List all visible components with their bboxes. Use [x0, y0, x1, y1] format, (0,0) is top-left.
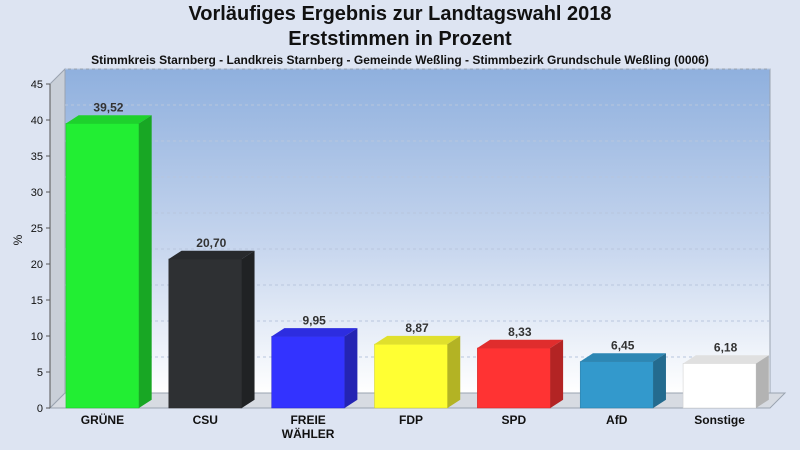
x-tick-label: CSU — [193, 413, 218, 427]
bar-0 — [65, 115, 152, 409]
x-tick-label: FDP — [399, 413, 423, 427]
y-tick-label: 20 — [31, 259, 43, 271]
bar-front — [65, 123, 140, 409]
chart-title: Vorläufiges Ergebnis zur Landtagswahl 20… — [188, 3, 612, 25]
bar-top — [683, 355, 769, 364]
bar-top — [580, 353, 666, 362]
y-tick-label: 10 — [31, 331, 43, 343]
bar-side — [138, 115, 152, 409]
bar-front — [477, 347, 551, 409]
x-tick-label: AfD — [606, 413, 628, 427]
bar-value-label: 20,70 — [196, 236, 226, 250]
y-tick-label: 30 — [31, 187, 43, 199]
y-tick-label: 40 — [31, 115, 43, 127]
bar-top — [168, 250, 255, 259]
bar-front — [168, 258, 243, 409]
bar-side — [447, 335, 461, 408]
plot-left-wall — [49, 67, 66, 410]
bar-front — [374, 343, 448, 409]
bar-4 — [477, 339, 564, 409]
y-axis-label: % — [11, 234, 25, 245]
bar-6 — [682, 355, 769, 409]
x-tick-label: SPD — [502, 413, 527, 427]
bar-side — [344, 328, 358, 408]
bar-side — [756, 355, 769, 408]
bar-2 — [271, 328, 358, 409]
bar-front — [271, 336, 345, 409]
bar-value-label: 8,33 — [508, 325, 532, 339]
x-tick-label: FREIE — [290, 413, 325, 427]
bar-top — [477, 339, 564, 349]
bar-side — [241, 250, 255, 408]
bar-3 — [374, 335, 461, 409]
bar-value-label: 6,45 — [611, 339, 635, 353]
bar-value-label: 39,52 — [93, 100, 123, 114]
y-tick-label: 5 — [37, 367, 43, 379]
chart-subtitle: Erststimmen in Prozent — [288, 28, 512, 50]
y-tick-label: 45 — [31, 79, 43, 91]
bar-value-label: 8,87 — [405, 321, 429, 335]
bar-top — [271, 328, 358, 337]
x-tick-label: WÄHLER — [282, 426, 335, 441]
bar-front — [682, 363, 757, 409]
y-tick-label: 35 — [31, 151, 43, 163]
chart-caption: Stimmkreis Starnberg - Landkreis Starnbe… — [91, 53, 709, 67]
bar-value-label: 6,18 — [714, 341, 738, 355]
y-tick-label: 15 — [31, 295, 43, 307]
bar-1 — [168, 250, 255, 409]
bar-top — [65, 115, 152, 124]
bar-front — [579, 361, 654, 409]
bar-top — [374, 335, 461, 345]
x-tick-label: Sonstige — [694, 413, 745, 427]
y-tick-label: 0 — [37, 403, 43, 415]
bar-side — [653, 353, 666, 408]
bar-value-label: 9,95 — [302, 313, 326, 327]
x-tick-label: GRÜNE — [81, 412, 124, 427]
bar-side — [550, 339, 564, 408]
bar-5 — [579, 353, 666, 409]
y-tick-label: 25 — [31, 223, 43, 235]
